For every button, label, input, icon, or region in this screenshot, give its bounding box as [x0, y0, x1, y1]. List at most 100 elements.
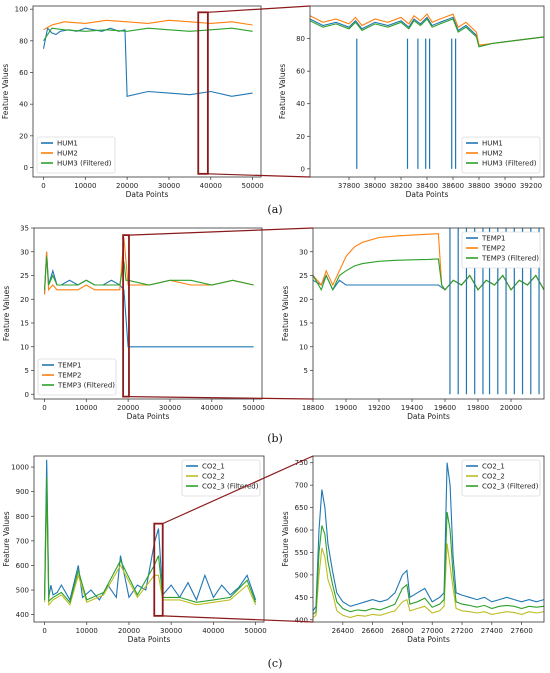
y-tick-label: 80	[19, 37, 28, 45]
y-tick-label: 5	[25, 367, 29, 375]
legend: CO2_1 CO2_2 CO2_3 (Filtered)	[181, 459, 261, 497]
legend-box	[461, 459, 541, 497]
x-tick-label: 19800	[467, 404, 489, 412]
x-tick-label: 38600	[442, 182, 464, 190]
zoom-box	[197, 11, 209, 175]
y-tick-label: 15	[20, 320, 29, 328]
x-tick-label: 37800	[338, 182, 360, 190]
y-tick-label: 900	[16, 488, 29, 496]
y-tick-label: 35	[20, 225, 29, 233]
y-tick-label: 750	[295, 459, 308, 467]
y-tick-label: 550	[295, 549, 308, 557]
legend-box	[37, 358, 117, 396]
x-axis-label: Data Points	[127, 412, 170, 421]
zoom-connector	[207, 5, 311, 13]
x-tick-label: 40000	[201, 404, 223, 412]
legend-box	[461, 231, 541, 269]
x-tick-label: 19600	[434, 404, 456, 412]
y-tick-label: 800	[16, 513, 29, 521]
zoom-connector	[162, 615, 314, 623]
y-tick-label: 700	[295, 482, 308, 490]
x-tick-label: 38000	[364, 182, 386, 190]
y-tick-label: 5	[304, 367, 308, 375]
x-axis-label: Data Points	[126, 190, 169, 199]
legend: TEMP1 TEMP2 TEMP3 (Filtered)	[461, 231, 541, 269]
panel-b-left: 0 10000 20000 30000 40000 50000 0 5 10 15 20 25 30 35…	[2, 225, 265, 422]
x-tick-label: 30000	[158, 182, 180, 190]
legend-label: CO2_1	[482, 463, 505, 471]
x-tick-label: 39000	[494, 182, 516, 190]
x-axis-label: Data Points	[407, 635, 450, 644]
series-line	[310, 18, 544, 48]
legend-label: HUM1	[57, 140, 78, 148]
y-tick-label: 650	[295, 504, 308, 512]
y-tick-label: 0	[301, 165, 305, 173]
x-tick-label: 30000	[159, 404, 181, 412]
x-tick-label: 26600	[361, 627, 383, 635]
zoom-box	[153, 522, 164, 617]
y-tick-label: 500	[16, 587, 29, 595]
series-line	[313, 258, 544, 292]
panel-caption: (c)	[268, 657, 283, 670]
y-tick-label: 600	[16, 562, 29, 570]
y-axis-label: Feature Values	[281, 286, 290, 341]
legend-box	[461, 136, 541, 174]
legend-label: CO2_3 (Filtered)	[202, 483, 259, 491]
x-tick-label: 27600	[511, 627, 533, 635]
x-tick-label: 39200	[520, 182, 542, 190]
legend-label: TEMP1	[57, 362, 81, 370]
y-tick-label: 30	[20, 248, 29, 256]
y-axis-label: Feature Values	[2, 511, 11, 566]
x-tick-label: 10000	[75, 404, 97, 412]
y-tick-label: 25	[299, 272, 308, 280]
series-line	[43, 251, 254, 348]
x-tick-label: 0	[42, 627, 46, 635]
x-axis-label: Data Points	[128, 635, 171, 644]
panel-a-left: 0 10000 20000 30000 40000 50000 0 20 40 60 80 100 Da…	[1, 5, 264, 199]
plot-area	[313, 228, 544, 395]
y-tick-label: 20	[19, 132, 28, 140]
legend-label: HUM3 (Filtered)	[482, 160, 537, 168]
y-tick-label: 60	[19, 69, 28, 77]
y-tick-label: 60	[296, 68, 305, 76]
legend-label: CO2_3 (Filtered)	[482, 483, 539, 491]
axes-frame	[32, 5, 262, 178]
zoom-connector	[162, 455, 314, 525]
series-line	[313, 543, 544, 619]
y-tick-label: 20	[20, 296, 29, 304]
y-tick-label: 0	[24, 164, 28, 172]
x-tick-label: 38800	[468, 182, 490, 190]
x-tick-label: 10000	[74, 182, 96, 190]
legend: HUM1 HUM2 HUM3 (Filtered)	[36, 136, 116, 174]
x-tick-label: 19000	[335, 404, 357, 412]
panel-caption: (a)	[267, 203, 282, 216]
legend-label: TEMP2	[481, 245, 505, 253]
zoom-connector	[207, 173, 311, 178]
y-tick-label: 80	[296, 35, 305, 43]
legend-label: CO2_2	[202, 473, 225, 481]
plot-area	[43, 237, 254, 348]
x-tick-label: 40000	[202, 627, 224, 635]
legend-label: HUM1	[482, 140, 503, 148]
y-tick-label: 10	[20, 343, 29, 351]
series-line	[310, 16, 544, 48]
y-tick-label: 20	[296, 133, 305, 141]
series-line	[42, 27, 253, 97]
zoom-connector	[128, 396, 314, 400]
y-tick-label: 700	[16, 537, 29, 545]
legend-box	[36, 136, 116, 174]
x-tick-label: 26400	[332, 627, 354, 635]
y-tick-label: 40	[19, 101, 28, 109]
legend-label: HUM2	[57, 150, 78, 158]
y-axis-label: Feature Values	[281, 511, 290, 566]
x-tick-label: 27200	[451, 627, 473, 635]
y-axis-label: Feature Values	[278, 64, 287, 119]
series-line	[44, 459, 257, 602]
x-tick-label: 20000	[118, 627, 140, 635]
y-tick-label: 400	[16, 611, 29, 619]
plot-area	[313, 462, 544, 619]
legend-label: HUM2	[482, 150, 503, 158]
legend-label: TEMP3 (Filtered)	[57, 382, 115, 390]
x-tick-label: 10000	[76, 627, 98, 635]
x-tick-label: 50000	[241, 182, 263, 190]
